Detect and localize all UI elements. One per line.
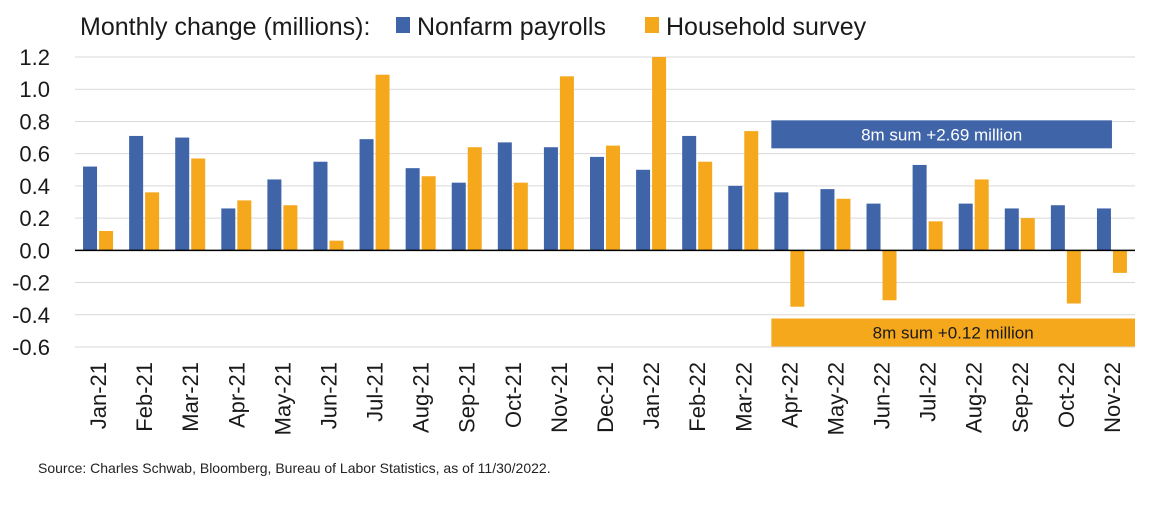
- x-tick-label: Sep-22: [1008, 362, 1033, 433]
- annotation-box-nonfarm: [771, 120, 1112, 149]
- y-tick-label: -0.4: [12, 303, 50, 328]
- bar-household-mar-21: [191, 158, 206, 251]
- bar-household-may-21: [283, 205, 298, 251]
- y-tick-label: 0.2: [19, 206, 50, 231]
- bar-nonfarm-aug-22: [958, 203, 973, 251]
- bar-nonfarm-jun-21: [313, 161, 328, 251]
- bar-household-dec-21: [606, 145, 620, 251]
- bar-nonfarm-feb-21: [129, 135, 144, 251]
- x-tick-label: Feb-22: [685, 362, 710, 432]
- x-tick-label: Feb-21: [132, 362, 157, 432]
- bar-nonfarm-jul-22: [912, 164, 927, 251]
- bar-nonfarm-mar-21: [175, 137, 190, 251]
- annotation-box-household: [771, 318, 1135, 347]
- bar-nonfarm-mar-22: [728, 185, 743, 251]
- bar-nonfarm-apr-21: [221, 208, 236, 251]
- bar-nonfarm-sep-22: [1004, 208, 1019, 251]
- bar-chart: 8m sum +2.69 million 8m sum +0.12 million…: [12, 13, 1135, 435]
- bar-household-sep-22: [1020, 218, 1035, 251]
- bar-nonfarm-may-22: [820, 189, 835, 251]
- bar-nonfarm-jan-22: [636, 169, 651, 251]
- y-tick-label: -0.2: [12, 271, 50, 296]
- bars: [83, 57, 1127, 307]
- y-tick-label: -0.6: [12, 335, 50, 360]
- bar-nonfarm-nov-22: [1096, 208, 1111, 251]
- x-tick-label: Oct-22: [1054, 362, 1079, 428]
- x-axis-ticks: Jan-21 Feb-21 Mar-21 Apr-21 May-21 Jun-21 Jul-…: [86, 362, 1125, 435]
- x-tick-label: Mar-21: [178, 362, 203, 432]
- bar-household-feb-21: [145, 192, 160, 251]
- x-tick-label: Jul-22: [916, 362, 941, 422]
- y-tick-label: 0.6: [19, 142, 50, 167]
- grid-lines: [75, 56, 1135, 348]
- bar-nonfarm-oct-22: [1050, 205, 1065, 251]
- x-tick-label: Apr-21: [224, 362, 249, 428]
- x-tick-label: May-22: [823, 362, 848, 435]
- bar-nonfarm-jun-22: [866, 203, 881, 251]
- x-tick-label: Apr-22: [777, 362, 802, 428]
- legend-label-nonfarm: Nonfarm payrolls: [417, 13, 606, 41]
- y-tick-label: 0.0: [19, 238, 50, 263]
- bar-household-mar-22: [744, 131, 759, 251]
- bar-nonfarm-dec-21: [590, 156, 604, 251]
- annotation-text-nonfarm: 8m sum +2.69 million: [861, 125, 1022, 144]
- bar-nonfarm-apr-22: [774, 192, 789, 251]
- bar-household-nov-21: [559, 76, 574, 251]
- x-tick-label: Sep-21: [455, 362, 480, 433]
- bar-household-apr-21: [237, 200, 252, 251]
- x-tick-label: May-21: [270, 362, 295, 435]
- x-tick-label: Aug-21: [409, 362, 434, 433]
- bar-household-aug-21: [421, 176, 436, 251]
- bar-household-aug-22: [974, 179, 989, 251]
- bar-household-jan-21: [99, 231, 114, 251]
- x-tick-label: Nov-22: [1100, 362, 1125, 433]
- bar-nonfarm-nov-21: [543, 147, 558, 251]
- bar-nonfarm-may-21: [267, 179, 282, 251]
- x-tick-label: Jun-22: [870, 362, 895, 429]
- x-tick-label: Oct-21: [501, 362, 526, 428]
- bar-household-oct-22: [1066, 250, 1081, 304]
- annotation-text-household: 8m sum +0.12 million: [873, 324, 1034, 343]
- bar-nonfarm-sep-21: [451, 182, 466, 251]
- bar-household-jul-21: [375, 74, 390, 251]
- x-tick-label: Aug-22: [962, 362, 987, 433]
- bar-nonfarm-jul-21: [359, 139, 374, 251]
- legend-title: Monthly change (millions):: [80, 13, 370, 41]
- bar-household-jun-22: [882, 250, 897, 301]
- bar-household-may-22: [836, 198, 851, 251]
- bar-nonfarm-jan-21: [83, 166, 98, 251]
- bar-household-feb-22: [698, 161, 713, 251]
- x-tick-label: Jan-22: [639, 362, 664, 429]
- legend: Monthly change (millions): Nonfarm payro…: [80, 13, 867, 41]
- y-tick-label: 0.4: [19, 174, 50, 199]
- annotations: 8m sum +2.69 million 8m sum +0.12 million: [771, 120, 1135, 347]
- bar-household-jul-22: [928, 221, 943, 251]
- y-tick-label: 1.0: [19, 77, 50, 102]
- x-tick-label: Jun-21: [316, 362, 341, 429]
- x-tick-label: Jan-21: [86, 362, 111, 429]
- legend-label-household: Household survey: [666, 13, 867, 41]
- x-tick-label: Jul-21: [363, 362, 388, 422]
- bar-nonfarm-oct-21: [497, 142, 512, 251]
- x-tick-label: Nov-21: [547, 362, 572, 433]
- bar-household-apr-22: [790, 250, 805, 307]
- y-tick-label: 1.2: [19, 45, 50, 70]
- bar-household-jun-21: [329, 240, 344, 251]
- y-axis-ticks: 1.2 1.0 0.8 0.6 0.4 0.2 0.0 -0.2 -0.4 -0.6: [12, 45, 50, 360]
- x-tick-label: Dec-21: [593, 362, 618, 433]
- bar-household-nov-22: [1112, 250, 1127, 273]
- bar-nonfarm-aug-21: [405, 168, 420, 251]
- bar-household-oct-21: [513, 182, 528, 251]
- x-tick-label: Mar-22: [731, 362, 756, 432]
- bar-household-jan-22: [652, 57, 667, 251]
- y-tick-label: 0.8: [19, 109, 50, 134]
- legend-swatch-household: [645, 17, 659, 33]
- legend-swatch-nonfarm: [396, 17, 410, 33]
- source-note: Source: Charles Schwab, Bloomberg, Burea…: [38, 460, 551, 476]
- bar-nonfarm-feb-22: [682, 135, 697, 251]
- bar-household-sep-21: [467, 147, 482, 251]
